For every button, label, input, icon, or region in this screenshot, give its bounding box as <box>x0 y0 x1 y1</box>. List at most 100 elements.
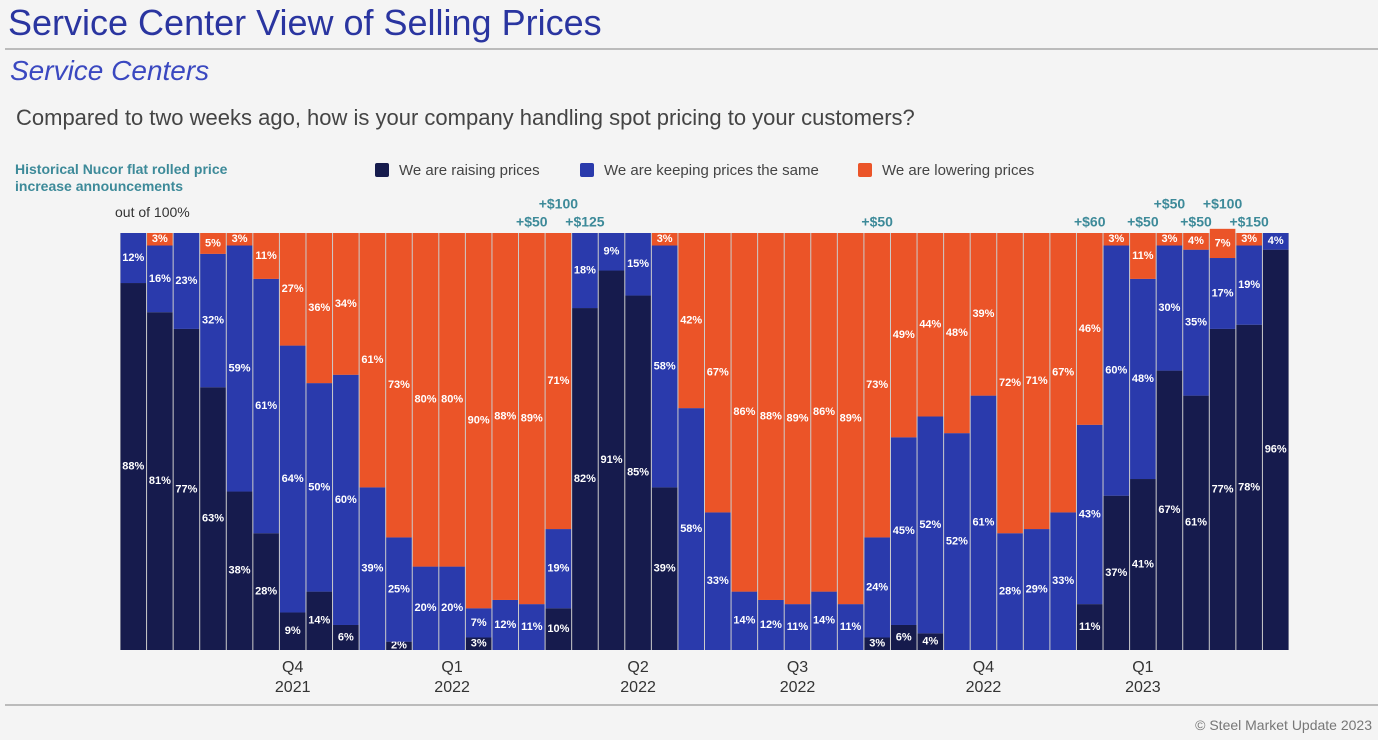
data-label: 77% <box>175 483 197 495</box>
bar-segment <box>359 487 386 650</box>
bar-segment <box>333 624 359 650</box>
data-label: 12% <box>122 252 144 264</box>
data-label: 17% <box>1212 287 1234 299</box>
bar-segment <box>306 383 333 592</box>
bar-segment <box>279 345 306 613</box>
bar-segment <box>1156 370 1183 650</box>
bar-segment <box>306 233 333 384</box>
data-label: 41% <box>1132 558 1154 570</box>
data-label: 71% <box>1026 375 1048 387</box>
data-label: 11% <box>521 621 543 633</box>
data-label: 9% <box>285 625 301 637</box>
bar-segment <box>572 233 598 309</box>
bar-segment <box>572 308 598 650</box>
data-label: 43% <box>1079 508 1101 520</box>
data-label: 80% <box>441 394 463 406</box>
bar-segment <box>917 233 944 417</box>
bar-segment <box>306 591 333 650</box>
x-tick-label: Q3 2022 <box>779 659 816 696</box>
bar-segment <box>173 233 200 329</box>
bar-segment <box>333 233 359 375</box>
bar-segment <box>1262 233 1289 250</box>
bar-segment <box>465 608 492 638</box>
data-label: 4% <box>922 636 938 648</box>
bar-segment <box>890 233 917 438</box>
data-label: 81% <box>149 475 171 487</box>
data-label: 61% <box>972 517 994 529</box>
data-label: 4% <box>1268 235 1284 247</box>
data-label: 88% <box>494 410 516 422</box>
legend-item: We are raising prices <box>375 162 540 179</box>
bar-segment <box>1156 233 1183 246</box>
data-label: 90% <box>468 415 490 427</box>
annotation: +$50 <box>516 214 548 230</box>
bar-segment <box>519 604 545 650</box>
legend-swatch <box>580 163 594 177</box>
bar-segment <box>545 529 572 609</box>
data-label: 3% <box>471 638 487 650</box>
data-label: 71% <box>547 375 569 387</box>
data-label: 37% <box>1105 567 1127 579</box>
bar-segment <box>1209 258 1236 329</box>
bar-segment <box>970 233 997 396</box>
bar-segment <box>890 624 917 650</box>
data-label: 61% <box>255 400 277 412</box>
data-label: 61% <box>1185 517 1207 529</box>
bar-segment <box>890 437 917 625</box>
data-label: 60% <box>335 494 357 506</box>
bar-segment <box>705 233 731 513</box>
bar-segment <box>1130 233 1156 279</box>
data-label: 77% <box>1212 483 1234 495</box>
data-label: 5% <box>205 237 221 249</box>
bar-segment <box>784 233 811 605</box>
annotation: +$150 <box>1229 214 1269 230</box>
bar-segment <box>598 270 625 650</box>
legend-item: We are lowering prices <box>858 162 1034 179</box>
bar-segment <box>545 233 572 530</box>
legend-label: We are keeping prices the same <box>604 162 819 179</box>
data-label: 80% <box>415 394 437 406</box>
bar-segment <box>279 233 306 346</box>
data-label: 11% <box>787 621 809 633</box>
data-label: 33% <box>1052 575 1074 587</box>
legend-swatch <box>375 163 389 177</box>
bar-segment <box>1050 233 1076 513</box>
data-label: 46% <box>1079 323 1101 335</box>
data-label: 16% <box>149 273 171 285</box>
bar-segment <box>386 641 412 650</box>
data-label: 11% <box>1079 621 1101 633</box>
data-label: 59% <box>229 362 251 374</box>
bar-segment <box>359 233 386 488</box>
bar-segment <box>253 233 279 279</box>
bar-segment <box>492 599 519 650</box>
data-label: 28% <box>255 586 277 598</box>
bar-segment <box>386 537 412 642</box>
data-label: 19% <box>547 563 569 575</box>
data-label: 20% <box>441 602 463 614</box>
data-label: 14% <box>813 615 835 627</box>
bar-segment <box>1076 233 1103 425</box>
data-label: 20% <box>415 602 437 614</box>
bar-segment <box>1050 512 1076 650</box>
data-label: 14% <box>308 615 330 627</box>
bar-segment <box>386 233 412 538</box>
bar-segment <box>1076 604 1103 650</box>
bar-segment <box>811 233 837 592</box>
annotation: +$100 <box>539 196 579 212</box>
bar-segment <box>864 537 890 638</box>
data-label: 39% <box>972 308 994 320</box>
bar-segment <box>1156 245 1183 371</box>
bar-segment <box>1236 233 1262 246</box>
data-label: 86% <box>813 406 835 418</box>
data-label: 89% <box>521 412 543 424</box>
data-label: 4% <box>1188 235 1204 247</box>
data-label: 14% <box>733 615 755 627</box>
bar-segment <box>758 599 784 650</box>
data-label: 35% <box>1185 317 1207 329</box>
footer: © Steel Market Update 2023 <box>1195 717 1372 733</box>
bar-segment <box>864 233 890 538</box>
data-label: 88% <box>122 460 144 472</box>
bar-segment <box>731 591 758 650</box>
bar-segment <box>1183 249 1209 396</box>
